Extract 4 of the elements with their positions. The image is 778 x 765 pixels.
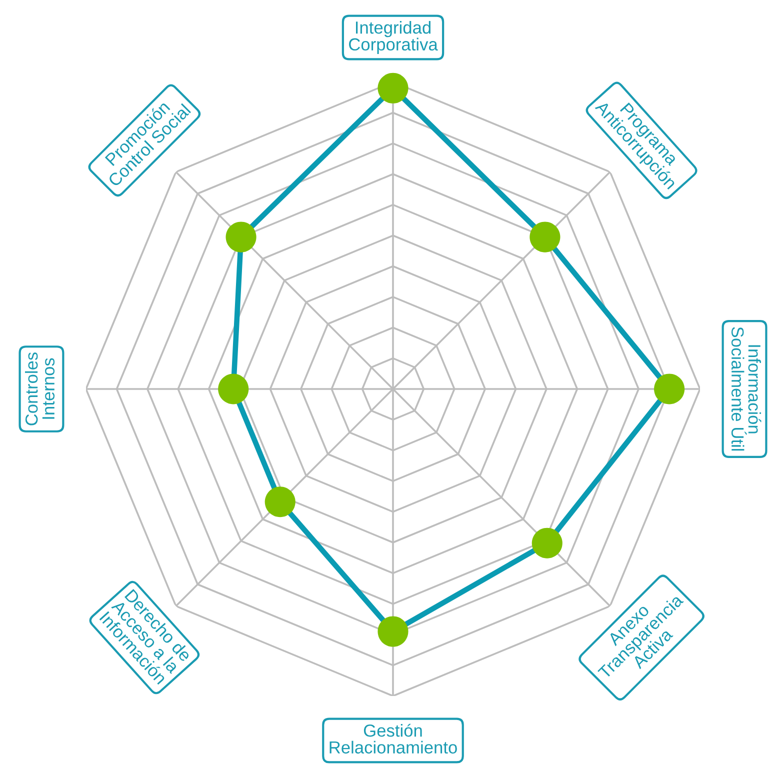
spoke-label: Integridad Corporativa	[349, 20, 438, 54]
spoke-label: Controles Internos	[24, 352, 55, 426]
spoke-label: Información Socialmente Útil	[731, 327, 762, 451]
spoke-label: Gestión Relacionamiento	[330, 724, 457, 754]
